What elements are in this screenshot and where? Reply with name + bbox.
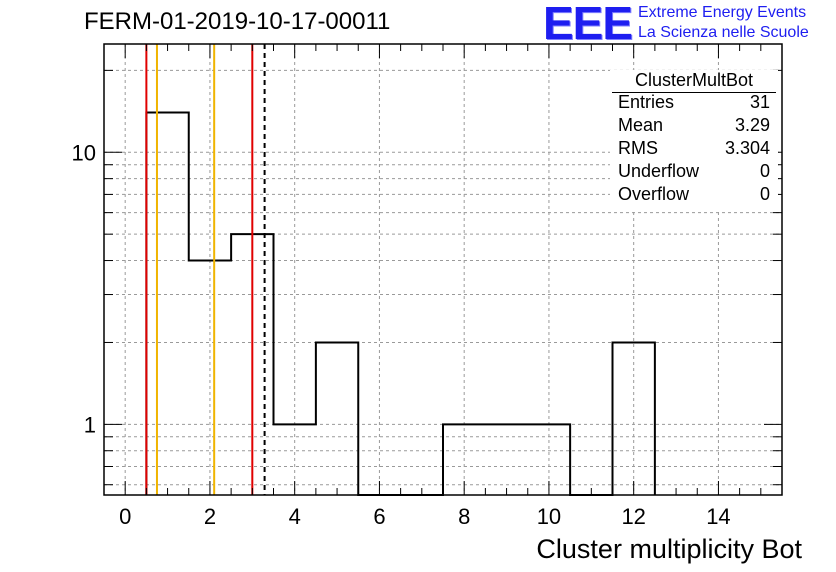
- y-tick-label: 1: [84, 412, 96, 437]
- x-tick-label: 12: [621, 504, 645, 529]
- stats-row-overflow: Overflow 0: [618, 184, 770, 206]
- stats-key: Mean: [618, 115, 664, 135]
- stats-row-entries: Entries 31: [618, 92, 770, 114]
- chart-title: FERM-01-2019-10-17-00011: [84, 8, 391, 35]
- stats-key: RMS: [618, 138, 658, 158]
- stats-value: 3.304: [724, 138, 770, 158]
- stats-value: 0: [759, 161, 770, 181]
- stats-key: Entries: [618, 92, 675, 112]
- histogram-outline: [145, 111, 656, 496]
- x-tick-label: 6: [373, 504, 385, 529]
- eee-logo: EEE Extreme Energy Events La Scienza nel…: [543, 0, 833, 49]
- eee-logo-mark: EEE: [543, 0, 633, 49]
- stats-row-mean: Mean 3.29: [618, 115, 770, 137]
- logo-line-2: La Scienza nelle Scuole: [638, 24, 809, 41]
- stats-divider: [612, 92, 776, 93]
- x-tick-label: 14: [706, 504, 730, 529]
- stats-key: Overflow: [618, 184, 690, 204]
- stats-row-underflow: Underflow 0: [618, 161, 770, 183]
- x-tick-label: 10: [537, 504, 561, 529]
- x-tick-label: 4: [289, 504, 301, 529]
- logo-line-1: Extreme Energy Events: [638, 4, 807, 21]
- stats-key: Underflow: [618, 161, 700, 181]
- stats-value: 0: [759, 184, 770, 204]
- x-axis-label: Cluster multiplicity Bot: [536, 534, 802, 564]
- stats-box: ClusterMultBot Entries 31 Mean 3.29 RMS …: [610, 70, 778, 212]
- x-tick-label: 2: [204, 504, 216, 529]
- stats-box-title: ClusterMultBot: [634, 70, 754, 90]
- stats-value: 3.29: [734, 115, 770, 135]
- stats-row-rms: RMS 3.304: [618, 138, 770, 160]
- y-tick-label: 10: [72, 140, 96, 165]
- stats-value: 31: [749, 92, 770, 112]
- x-tick-label: 8: [458, 504, 470, 529]
- x-tick-label: 0: [119, 504, 131, 529]
